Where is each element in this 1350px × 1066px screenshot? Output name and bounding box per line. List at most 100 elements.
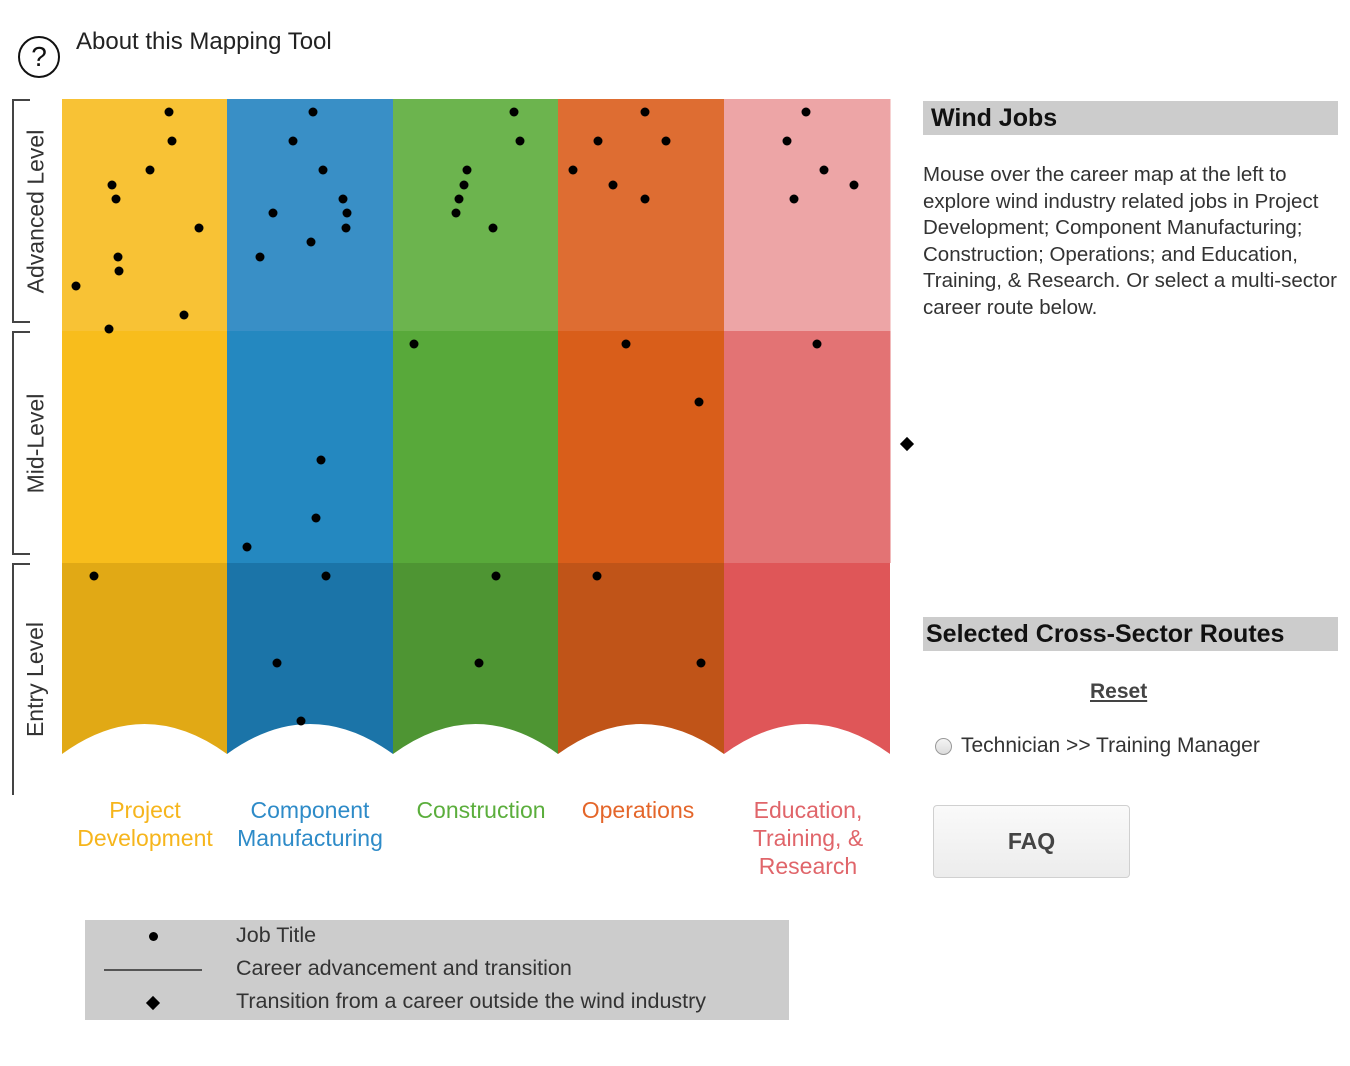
job-dot[interactable]	[311, 513, 321, 523]
job-dot[interactable]	[789, 194, 799, 204]
route-radio[interactable]	[935, 737, 952, 755]
job-dot[interactable]	[288, 136, 298, 146]
job-dot[interactable]	[111, 194, 121, 204]
job-dot[interactable]	[113, 252, 123, 262]
route-option-technician-training-manager[interactable]: Technician >> Training Manager	[935, 734, 1260, 758]
legend-item-job-title: Job Title	[85, 920, 789, 953]
job-dot[interactable]	[242, 542, 252, 552]
job-dot[interactable]	[71, 281, 81, 291]
job-dot[interactable]	[167, 136, 177, 146]
job-dot[interactable]	[474, 658, 484, 668]
sector-label-operations[interactable]: Operations	[581, 797, 695, 823]
job-dot[interactable]	[318, 165, 328, 175]
job-dot[interactable]	[268, 208, 278, 218]
job-dot[interactable]	[640, 107, 650, 117]
job-dot[interactable]	[801, 107, 811, 117]
sector-label-component-manufacturing[interactable]: Component Manufacturing	[237, 797, 383, 851]
job-dot[interactable]	[782, 136, 792, 146]
job-dot[interactable]	[341, 223, 351, 233]
job-dot[interactable]	[308, 107, 318, 117]
job-dot[interactable]	[509, 107, 519, 117]
job-dot[interactable]	[812, 339, 822, 349]
job-dot[interactable]	[568, 165, 578, 175]
job-dot[interactable]	[107, 180, 117, 190]
question-circle-icon[interactable]: ?	[18, 36, 60, 78]
band-advanced[interactable]	[558, 99, 725, 331]
job-dot[interactable]	[321, 571, 331, 581]
legend-label: Job Title	[236, 923, 317, 947]
job-dot[interactable]	[459, 180, 469, 190]
job-dot[interactable]	[338, 194, 348, 204]
job-dot[interactable]	[194, 223, 204, 233]
job-dot[interactable]	[849, 180, 859, 190]
band-mid[interactable]	[724, 331, 891, 563]
job-dot[interactable]	[451, 208, 461, 218]
band-mid[interactable]	[62, 331, 228, 563]
wind-jobs-description: Mouse over the career map at the left to…	[923, 163, 1337, 319]
band-advanced[interactable]	[62, 99, 228, 331]
faq-button[interactable]: FAQ	[933, 805, 1130, 878]
sector-label-project-development[interactable]: Project Development	[77, 797, 213, 851]
band-mid[interactable]	[227, 331, 394, 563]
job-dot[interactable]	[608, 180, 618, 190]
band-entry[interactable]	[62, 563, 227, 754]
band-entry[interactable]	[227, 563, 393, 754]
job-dot[interactable]	[694, 397, 704, 407]
job-dot[interactable]	[164, 107, 174, 117]
job-dot[interactable]	[296, 716, 306, 726]
legend-diamond-icon	[103, 986, 203, 1019]
legend-line-icon	[103, 953, 203, 986]
job-dot[interactable]	[696, 658, 706, 668]
job-dot[interactable]	[515, 136, 525, 146]
job-dot[interactable]	[255, 252, 265, 262]
legend-label: Career advancement and transition	[236, 956, 572, 980]
route-label[interactable]: Technician >> Training Manager	[961, 734, 1260, 757]
band-advanced[interactable]	[724, 99, 891, 331]
reset-link[interactable]: Reset	[1090, 680, 1148, 703]
legend-item-career-advancement: Career advancement and transition	[85, 953, 789, 986]
job-dot[interactable]	[592, 571, 602, 581]
level-label-entry: Entry Level	[22, 621, 49, 737]
legend-item-outside-transition: Transition from a career outside the win…	[85, 986, 789, 1019]
job-dot[interactable]	[104, 324, 114, 334]
band-mid[interactable]	[393, 331, 559, 563]
legend-label: Transition from a career outside the win…	[236, 989, 707, 1013]
job-dot[interactable]	[462, 165, 472, 175]
job-dot[interactable]	[640, 194, 650, 204]
band-advanced[interactable]	[227, 99, 394, 331]
diamond-icon[interactable]	[899, 436, 915, 452]
about-link[interactable]: ? About this Mapping Tool	[18, 30, 332, 78]
mid-level-bracket	[12, 331, 30, 555]
about-link-label[interactable]: About this Mapping Tool	[76, 28, 332, 55]
cross-sector-routes-heading: Selected Cross-Sector Routes	[923, 617, 1338, 651]
outside-transition-markers	[899, 436, 915, 452]
job-dot[interactable]	[306, 237, 316, 247]
job-dot[interactable]	[316, 455, 326, 465]
band-entry[interactable]	[724, 563, 890, 754]
job-dot[interactable]	[819, 165, 829, 175]
career-map-bands	[62, 99, 891, 754]
job-dot[interactable]	[89, 571, 99, 581]
job-dot[interactable]	[593, 136, 603, 146]
band-advanced[interactable]	[393, 99, 559, 331]
band-entry[interactable]	[558, 563, 724, 754]
sector-label-construction[interactable]: Construction	[416, 797, 546, 823]
job-dot[interactable]	[145, 165, 155, 175]
band-entry[interactable]	[393, 563, 558, 754]
job-dot[interactable]	[342, 208, 352, 218]
band-mid[interactable]	[558, 331, 725, 563]
job-dot[interactable]	[491, 571, 501, 581]
job-dot[interactable]	[454, 194, 464, 204]
sector-label-education-training-research[interactable]: Education, Training, & Research	[752, 797, 864, 879]
job-dot[interactable]	[488, 223, 498, 233]
job-dot[interactable]	[661, 136, 671, 146]
wind-jobs-heading: Wind Jobs	[923, 101, 1338, 135]
job-dot[interactable]	[409, 339, 419, 349]
legend-dot-icon	[103, 920, 203, 953]
job-dot[interactable]	[272, 658, 282, 668]
job-dot[interactable]	[621, 339, 631, 349]
level-label-mid: Mid-Level	[22, 393, 49, 493]
job-dot[interactable]	[179, 310, 189, 320]
job-dot[interactable]	[114, 266, 124, 276]
